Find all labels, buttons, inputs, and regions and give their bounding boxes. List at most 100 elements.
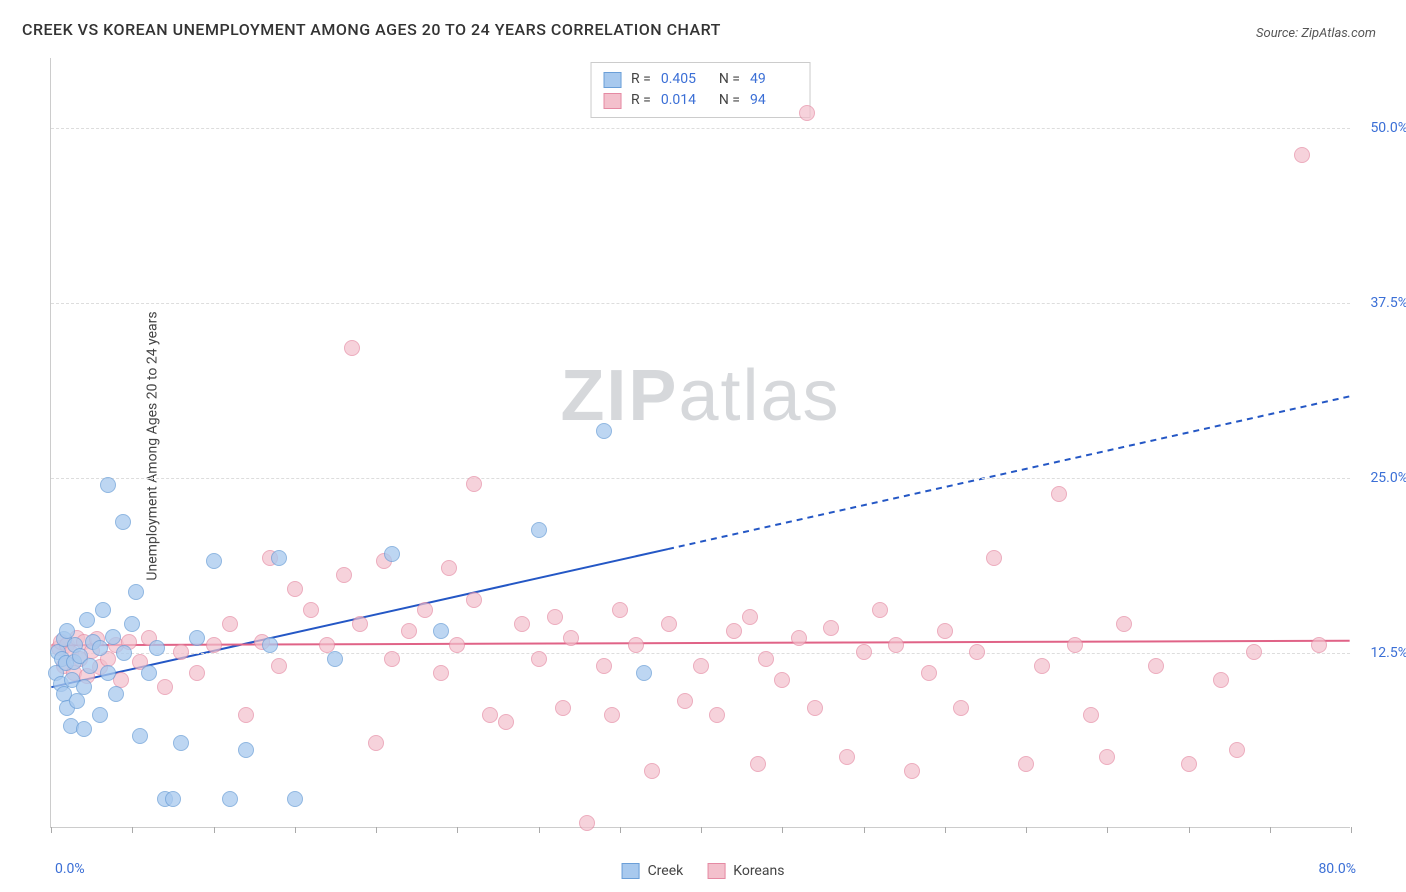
data-point-creek xyxy=(384,546,400,562)
stat-r-value-koreans: 0.014 xyxy=(661,90,709,111)
stat-r-value-creek: 0.405 xyxy=(661,69,709,90)
data-point-koreans xyxy=(953,700,969,716)
legend-label: Creek xyxy=(648,863,684,879)
data-point-creek xyxy=(173,735,189,751)
data-point-creek xyxy=(116,645,132,661)
data-point-creek xyxy=(124,616,140,632)
data-point-koreans xyxy=(449,637,465,653)
data-point-creek xyxy=(92,640,108,656)
legend-label: Koreans xyxy=(733,863,784,879)
x-axis-tick xyxy=(701,827,702,833)
data-point-koreans xyxy=(1181,756,1197,772)
data-point-koreans xyxy=(336,567,352,583)
data-point-koreans xyxy=(1294,147,1310,163)
data-point-koreans xyxy=(287,581,303,597)
data-point-koreans xyxy=(986,550,1002,566)
data-point-koreans xyxy=(563,630,579,646)
data-point-koreans xyxy=(1034,658,1050,674)
data-point-creek xyxy=(115,514,131,530)
data-point-koreans xyxy=(644,763,660,779)
legend-stats-box: R =0.405N =49R =0.014N =94 xyxy=(590,62,811,118)
x-axis-tick xyxy=(1270,827,1271,833)
stat-r-label: R = xyxy=(631,69,651,90)
data-point-koreans xyxy=(1246,644,1262,660)
data-point-creek xyxy=(287,791,303,807)
data-point-koreans xyxy=(856,644,872,660)
data-point-koreans xyxy=(1018,756,1034,772)
grid-line-horizontal xyxy=(51,478,1350,479)
data-point-koreans xyxy=(921,665,937,681)
data-point-koreans xyxy=(628,637,644,653)
data-point-creek xyxy=(596,423,612,439)
data-point-koreans xyxy=(596,658,612,674)
data-point-koreans xyxy=(206,637,222,653)
data-point-koreans xyxy=(1311,637,1327,653)
x-axis-tick xyxy=(1189,827,1190,833)
data-point-koreans xyxy=(271,658,287,674)
data-point-koreans xyxy=(441,560,457,576)
data-point-koreans xyxy=(401,623,417,639)
data-point-koreans xyxy=(799,105,815,121)
data-point-koreans xyxy=(726,623,742,639)
data-point-koreans xyxy=(872,602,888,618)
data-point-koreans xyxy=(807,700,823,716)
data-point-creek xyxy=(79,612,95,628)
legend-item-koreans: Koreans xyxy=(707,863,784,879)
data-point-koreans xyxy=(742,609,758,625)
data-point-koreans xyxy=(417,602,433,618)
data-point-koreans xyxy=(547,609,563,625)
data-point-creek xyxy=(222,791,238,807)
data-point-koreans xyxy=(344,340,360,356)
legend-series: Creek Koreans xyxy=(622,863,785,879)
data-point-koreans xyxy=(823,620,839,636)
data-point-koreans xyxy=(1213,672,1229,688)
data-point-koreans xyxy=(677,693,693,709)
data-point-creek xyxy=(433,623,449,639)
data-point-koreans xyxy=(514,616,530,632)
source-attribution: Source: ZipAtlas.com xyxy=(1256,26,1376,41)
x-axis-tick xyxy=(51,827,52,833)
data-point-creek xyxy=(100,477,116,493)
data-point-koreans xyxy=(750,756,766,772)
data-point-koreans xyxy=(839,749,855,765)
x-axis-tick xyxy=(376,827,377,833)
x-axis-tick xyxy=(295,827,296,833)
legend-swatch-koreans xyxy=(603,93,621,109)
trendline-creek-extrapolated xyxy=(668,396,1350,549)
data-point-koreans xyxy=(1051,486,1067,502)
data-point-creek xyxy=(327,651,343,667)
y-tick-label: 12.5% xyxy=(1370,645,1406,661)
stat-r-label: R = xyxy=(631,90,651,111)
data-point-koreans xyxy=(604,707,620,723)
stat-n-value-koreans: 94 xyxy=(750,90,798,111)
data-point-koreans xyxy=(1116,616,1132,632)
x-axis-tick xyxy=(132,827,133,833)
x-axis-tick xyxy=(782,827,783,833)
stat-n-value-creek: 49 xyxy=(750,69,798,90)
x-axis-tick xyxy=(539,827,540,833)
data-point-creek xyxy=(238,742,254,758)
data-point-koreans xyxy=(189,665,205,681)
data-point-creek xyxy=(92,707,108,723)
data-point-koreans xyxy=(352,616,368,632)
data-point-creek xyxy=(76,721,92,737)
data-point-koreans xyxy=(1083,707,1099,723)
data-point-koreans xyxy=(791,630,807,646)
x-axis-max-label: 80.0% xyxy=(1318,861,1356,877)
legend-item-creek: Creek xyxy=(622,863,684,879)
data-point-creek xyxy=(149,640,165,656)
data-point-creek xyxy=(271,550,287,566)
data-point-koreans xyxy=(579,815,595,831)
x-axis-tick xyxy=(457,827,458,833)
y-tick-label: 25.0% xyxy=(1370,470,1406,486)
x-axis-tick xyxy=(1351,827,1352,833)
data-point-creek xyxy=(108,686,124,702)
data-point-koreans xyxy=(774,672,790,688)
data-point-koreans xyxy=(693,658,709,674)
data-point-koreans xyxy=(709,707,725,723)
data-point-koreans xyxy=(888,637,904,653)
data-point-koreans xyxy=(1099,749,1115,765)
data-point-koreans xyxy=(969,644,985,660)
data-point-koreans xyxy=(482,707,498,723)
data-point-creek xyxy=(206,553,222,569)
